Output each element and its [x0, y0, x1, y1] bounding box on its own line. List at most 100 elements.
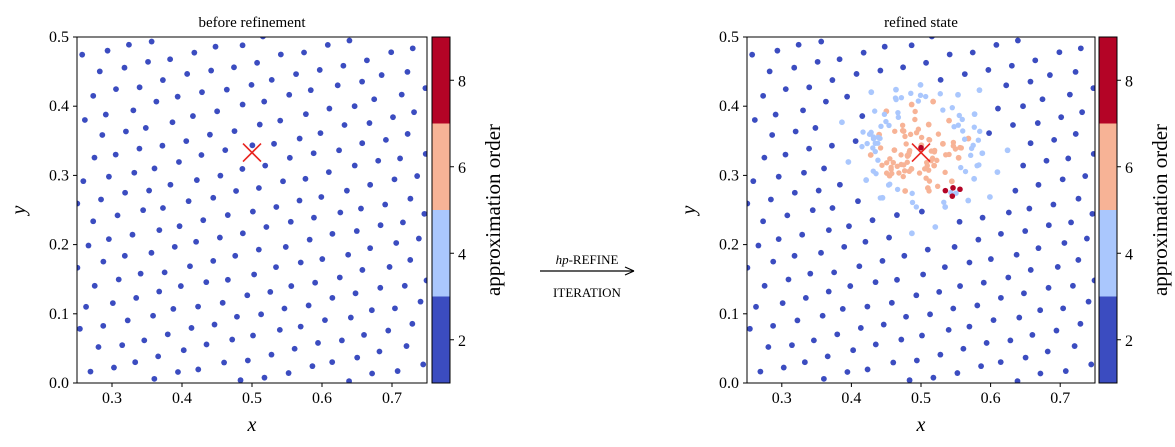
data-point	[909, 190, 915, 197]
data-point	[775, 173, 782, 180]
chart-title: before refinement	[198, 15, 306, 31]
data-point	[774, 47, 781, 54]
data-point	[150, 312, 156, 319]
data-point	[302, 175, 309, 182]
data-point	[801, 169, 807, 176]
data-point	[892, 128, 898, 134]
data-point	[898, 94, 905, 101]
data-point	[293, 71, 299, 77]
data-point	[346, 37, 353, 44]
data-point	[392, 305, 398, 312]
data-point	[216, 234, 223, 241]
data-point	[998, 230, 1004, 237]
data-point	[825, 288, 832, 295]
data-point	[255, 246, 262, 253]
x-tick-label: 0.4	[172, 390, 192, 407]
data-point	[918, 134, 925, 141]
data-point	[256, 121, 263, 128]
data-point	[263, 224, 270, 230]
colorbar-tick-label: 6	[1125, 160, 1133, 177]
x-axis-label: x	[916, 414, 926, 436]
data-point	[863, 177, 870, 183]
data-point	[1005, 209, 1012, 216]
data-point	[971, 124, 977, 130]
data-point	[747, 200, 751, 207]
data-point	[1070, 282, 1076, 289]
data-point	[913, 292, 920, 299]
data-point	[887, 156, 893, 162]
data-point	[261, 374, 268, 381]
data-point	[941, 264, 948, 270]
data-point	[1016, 314, 1023, 321]
x-tick-label: 0.5	[911, 390, 931, 407]
data-point	[422, 85, 427, 92]
data-point	[280, 178, 286, 185]
data-point-high-order	[949, 193, 956, 199]
x-tick-label: 0.7	[382, 390, 402, 407]
data-point	[976, 162, 982, 168]
data-point	[917, 92, 924, 99]
data-point	[872, 148, 878, 155]
data-point	[130, 107, 137, 114]
data-point	[155, 353, 162, 360]
data-point	[249, 142, 256, 149]
data-point	[262, 162, 269, 169]
data-point	[203, 279, 210, 286]
data-point	[124, 317, 131, 324]
data-point	[229, 336, 236, 343]
data-point	[971, 175, 978, 182]
data-point	[244, 357, 251, 364]
data-point	[222, 147, 229, 154]
data-point	[812, 125, 819, 131]
data-point	[184, 71, 191, 77]
data-point	[390, 114, 396, 121]
data-point	[296, 135, 303, 142]
data-point	[91, 154, 98, 161]
data-point	[906, 377, 913, 383]
data-point	[359, 78, 365, 85]
data-point	[239, 101, 246, 108]
data-point	[757, 368, 764, 375]
data-point	[862, 238, 869, 245]
data-point	[160, 205, 166, 211]
data-point	[302, 111, 309, 118]
data-point	[966, 259, 973, 266]
data-point	[237, 377, 244, 383]
data-point	[151, 375, 158, 382]
data-point	[906, 168, 912, 175]
data-point	[382, 201, 389, 208]
data-point	[81, 117, 88, 123]
data-point	[929, 155, 936, 161]
data-point	[388, 49, 395, 56]
data-point	[877, 145, 884, 151]
data-point	[193, 238, 200, 245]
data-point	[919, 332, 925, 339]
data-point	[338, 337, 345, 344]
data-point	[1014, 378, 1021, 383]
data-point	[896, 170, 902, 176]
colorbar-band	[432, 123, 450, 210]
data-point	[867, 152, 874, 158]
data-point	[368, 307, 375, 314]
data-point	[792, 128, 799, 135]
data-point	[800, 107, 806, 114]
data-point	[1013, 251, 1020, 258]
data-point	[260, 37, 266, 40]
colorbar-band	[432, 296, 450, 383]
data-point	[169, 119, 176, 126]
data-point	[941, 199, 947, 205]
marker-cross-line	[242, 142, 262, 163]
data-point	[913, 357, 920, 364]
data-point	[1012, 187, 1019, 194]
data-point	[164, 331, 171, 338]
data-point	[156, 227, 163, 234]
data-point	[940, 140, 946, 147]
data-point	[971, 111, 978, 118]
data-point	[359, 267, 366, 273]
data-point	[880, 321, 887, 328]
data-point	[820, 375, 827, 382]
data-point	[1020, 162, 1027, 169]
data-point	[979, 150, 986, 157]
data-point	[913, 204, 920, 210]
data-point	[890, 159, 896, 166]
